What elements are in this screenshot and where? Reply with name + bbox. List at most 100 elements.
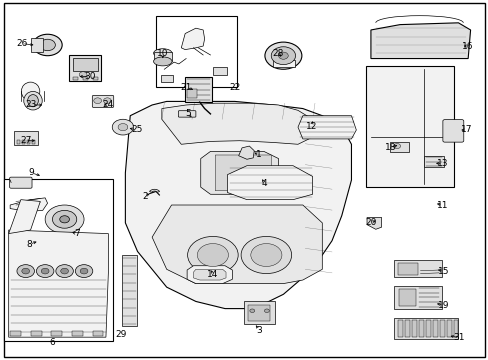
- Bar: [398, 289, 415, 306]
- Circle shape: [197, 244, 228, 266]
- Text: 15: 15: [437, 267, 448, 276]
- Text: 24: 24: [102, 100, 114, 109]
- Polygon shape: [9, 230, 108, 337]
- Bar: [31, 140, 35, 144]
- Ellipse shape: [28, 95, 38, 107]
- Text: 29: 29: [115, 330, 126, 339]
- FancyBboxPatch shape: [178, 111, 196, 117]
- Bar: [122, 255, 136, 327]
- Circle shape: [249, 309, 254, 312]
- Bar: [69, 55, 101, 81]
- Circle shape: [187, 237, 238, 274]
- Polygon shape: [125, 102, 351, 309]
- Text: 10: 10: [157, 49, 168, 58]
- Circle shape: [56, 265, 73, 278]
- Text: 1: 1: [256, 150, 262, 159]
- Text: 23: 23: [26, 100, 37, 109]
- Text: 31: 31: [453, 333, 464, 342]
- Text: 13: 13: [436, 159, 447, 168]
- Bar: [93, 332, 103, 337]
- Ellipse shape: [153, 57, 172, 66]
- Polygon shape: [10, 198, 47, 211]
- Bar: [425, 320, 430, 337]
- Bar: [27, 140, 30, 144]
- Circle shape: [79, 72, 87, 77]
- Text: 8: 8: [27, 240, 32, 249]
- Bar: [389, 142, 408, 152]
- Bar: [404, 320, 409, 337]
- Bar: [93, 77, 98, 80]
- Circle shape: [52, 210, 77, 228]
- FancyBboxPatch shape: [92, 95, 114, 108]
- Polygon shape: [238, 146, 254, 159]
- Polygon shape: [187, 266, 232, 284]
- Text: 7: 7: [74, 229, 80, 238]
- Ellipse shape: [153, 49, 172, 58]
- Circle shape: [278, 52, 287, 59]
- Text: 21: 21: [180, 83, 191, 92]
- Bar: [366, 66, 453, 187]
- Circle shape: [80, 268, 88, 274]
- Polygon shape: [162, 103, 312, 144]
- Polygon shape: [152, 205, 322, 284]
- Bar: [272, 60, 294, 67]
- Bar: [424, 156, 443, 167]
- Bar: [446, 320, 450, 337]
- Circle shape: [271, 47, 295, 64]
- Bar: [187, 89, 197, 98]
- Bar: [51, 332, 62, 337]
- Bar: [83, 77, 88, 80]
- Circle shape: [33, 34, 62, 56]
- Polygon shape: [201, 152, 278, 194]
- Bar: [73, 77, 78, 80]
- Circle shape: [40, 39, 55, 51]
- Circle shape: [22, 268, 30, 274]
- Bar: [397, 263, 417, 275]
- Bar: [161, 75, 173, 82]
- Circle shape: [241, 237, 291, 274]
- Circle shape: [103, 98, 111, 104]
- Bar: [30, 38, 42, 52]
- Text: 25: 25: [131, 126, 142, 135]
- Bar: [397, 320, 402, 337]
- Text: 14: 14: [207, 270, 218, 279]
- Circle shape: [61, 268, 68, 274]
- Bar: [10, 332, 21, 337]
- Polygon shape: [370, 23, 469, 59]
- Text: 22: 22: [229, 83, 240, 92]
- Text: 17: 17: [460, 126, 471, 135]
- Ellipse shape: [24, 91, 42, 110]
- Bar: [432, 320, 437, 337]
- Circle shape: [118, 123, 127, 131]
- Polygon shape: [193, 269, 225, 280]
- Bar: [248, 305, 270, 321]
- Text: 28: 28: [271, 49, 283, 58]
- Bar: [22, 140, 25, 144]
- Circle shape: [60, 216, 69, 223]
- Bar: [212, 67, 227, 75]
- Bar: [4, 179, 113, 342]
- Text: 20: 20: [365, 219, 376, 228]
- Text: 5: 5: [185, 109, 191, 118]
- Bar: [393, 260, 441, 277]
- Bar: [156, 16, 236, 87]
- Bar: [418, 320, 423, 337]
- Polygon shape: [181, 28, 204, 50]
- Circle shape: [17, 265, 34, 278]
- Polygon shape: [215, 155, 272, 191]
- Polygon shape: [227, 166, 312, 200]
- Bar: [185, 77, 211, 102]
- Text: 18: 18: [384, 143, 395, 152]
- Circle shape: [112, 119, 133, 135]
- Bar: [14, 131, 38, 145]
- Text: 16: 16: [462, 41, 473, 50]
- Text: 27: 27: [20, 136, 31, 145]
- Text: 2: 2: [142, 192, 147, 201]
- Wedge shape: [149, 189, 159, 192]
- Polygon shape: [366, 217, 381, 229]
- Circle shape: [94, 98, 102, 104]
- Circle shape: [45, 205, 84, 234]
- Circle shape: [36, 265, 54, 278]
- Text: 26: 26: [16, 39, 27, 48]
- Circle shape: [250, 244, 282, 266]
